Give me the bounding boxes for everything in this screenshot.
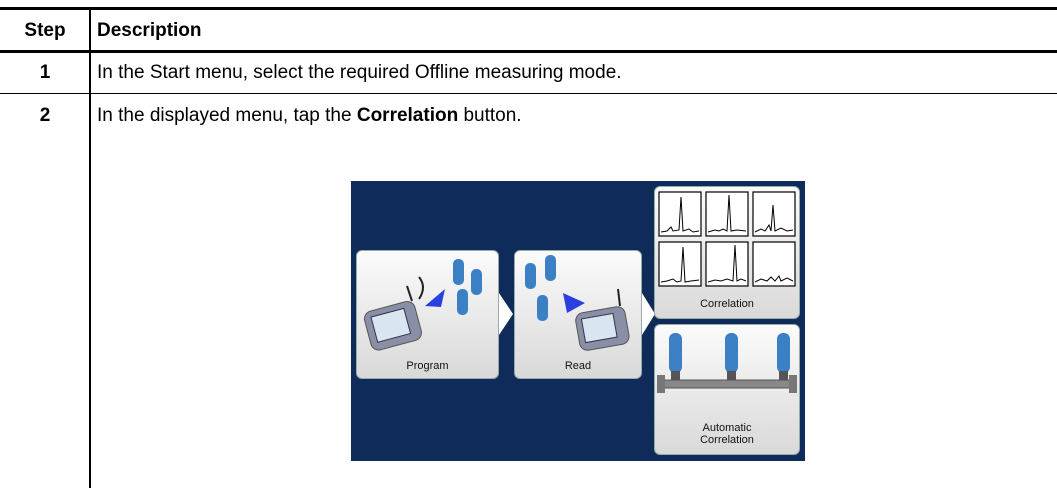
row-border	[0, 93, 1057, 94]
read-icon	[525, 255, 630, 351]
column-divider	[89, 10, 91, 488]
step-description: In the Start menu, select the required O…	[97, 62, 622, 83]
header-cell: Description	[97, 20, 202, 41]
arrow	[642, 293, 655, 335]
program-button[interactable]: Program	[356, 250, 499, 379]
automatic-correlation-icon	[657, 333, 797, 393]
bold-text: Correlation	[356, 105, 459, 126]
button-label: Correlation	[700, 298, 754, 310]
button-label: Read	[564, 360, 592, 372]
step-number: 2	[39, 105, 51, 126]
screenshot: Program Read Correlation	[351, 181, 805, 461]
correlation-button[interactable]: Correlation	[654, 186, 800, 319]
read-button[interactable]: Read	[514, 250, 642, 379]
text: button.	[458, 105, 522, 126]
step-description: In the displayed menu, tap the Correlati…	[97, 105, 522, 127]
button-label: Automatic Correlation	[700, 422, 754, 446]
automatic-correlation-button[interactable]: Automatic Correlation	[654, 324, 800, 455]
header-border	[0, 50, 1057, 53]
correlation-icon	[658, 191, 796, 287]
table-top-border	[0, 7, 1057, 10]
button-label: Program	[406, 360, 449, 372]
step-number: 1	[39, 62, 51, 83]
program-icon	[363, 259, 482, 351]
arrow	[499, 293, 513, 335]
text: In the displayed menu, tap the	[97, 105, 357, 126]
header-cell: Step	[24, 20, 66, 41]
